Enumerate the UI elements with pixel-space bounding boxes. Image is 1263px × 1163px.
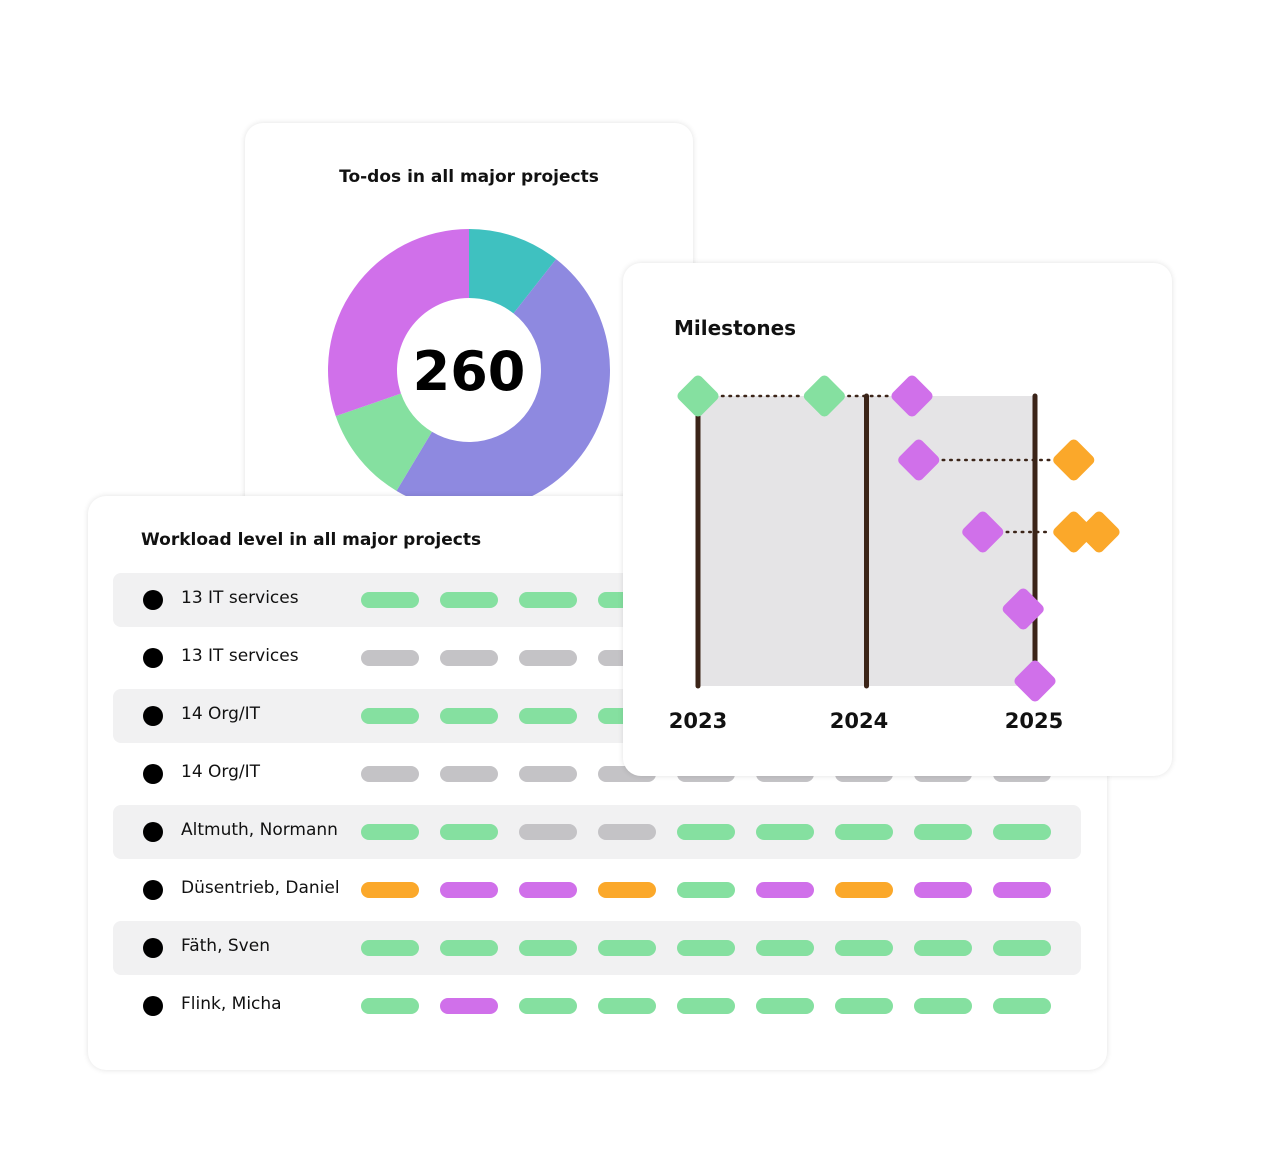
milestone-diamond[interactable] xyxy=(1001,586,1046,631)
workload-pill-green xyxy=(835,824,893,840)
milestone-diamond[interactable] xyxy=(1051,437,1096,482)
workload-pill-green xyxy=(440,708,498,724)
bullet-icon xyxy=(143,764,163,784)
milestone-diamond[interactable] xyxy=(896,437,941,482)
milestone-diamond[interactable] xyxy=(960,509,1005,554)
todos-card: To-dos in all major projects 260 xyxy=(245,123,693,523)
bullet-icon xyxy=(143,880,163,900)
workload-pill-green xyxy=(598,940,656,956)
workload-pill-purple xyxy=(440,882,498,898)
row-label: 14 Org/IT xyxy=(181,762,261,782)
workload-pill-green xyxy=(914,998,972,1014)
bullet-icon xyxy=(143,590,163,610)
donut-slice-1 xyxy=(396,259,610,511)
donut-slice-3 xyxy=(328,229,469,417)
workload-pill-orange xyxy=(598,882,656,898)
bullet-icon xyxy=(143,996,163,1016)
milestone-diamond[interactable] xyxy=(675,373,720,418)
workload-pill-green xyxy=(361,708,419,724)
todos-donut-chart: 260 xyxy=(328,229,610,511)
workload-pill-green xyxy=(519,940,577,956)
year-label-2023: 2023 xyxy=(668,709,728,733)
donut-slice-2 xyxy=(335,393,432,491)
milestone-diamond[interactable] xyxy=(1051,509,1096,554)
workload-pill-green xyxy=(361,940,419,956)
workload-pill-green xyxy=(756,998,814,1014)
workload-pill-purple xyxy=(440,998,498,1014)
workload-pill-green xyxy=(677,998,735,1014)
bullet-icon xyxy=(143,648,163,668)
workload-card: Workload level in all major projects 13 … xyxy=(88,496,1107,1070)
year-label-2025: 2025 xyxy=(1004,709,1064,733)
row-label: 13 IT services xyxy=(181,646,299,666)
workload-pill-green xyxy=(519,592,577,608)
workload-pill-gray xyxy=(440,766,498,782)
milestones-title: Milestones xyxy=(674,316,797,340)
workload-pill-purple xyxy=(519,882,577,898)
bullet-icon xyxy=(143,822,163,842)
workload-pill-green xyxy=(993,998,1051,1014)
workload-pill-green xyxy=(677,940,735,956)
workload-row[interactable]: Flink, Micha xyxy=(113,979,1081,1033)
milestone-diamond[interactable] xyxy=(1076,509,1121,554)
workload-pill-green xyxy=(914,824,972,840)
workload-pill-gray xyxy=(519,824,577,840)
todos-title: To-dos in all major projects xyxy=(339,167,599,187)
workload-pill-green xyxy=(677,824,735,840)
row-label: Düsentrieb, Daniel xyxy=(181,878,340,898)
workload-row[interactable]: Altmuth, Normann xyxy=(113,805,1081,859)
workload-row[interactable]: Fäth, Sven xyxy=(113,921,1081,975)
workload-pill-green xyxy=(519,998,577,1014)
workload-pill-green xyxy=(993,824,1051,840)
milestone-diamond[interactable] xyxy=(802,373,847,418)
row-label: 14 Org/IT xyxy=(181,704,261,724)
workload-pill-gray xyxy=(598,824,656,840)
workload-pill-green xyxy=(440,592,498,608)
milestones-timeline xyxy=(675,373,1121,703)
workload-pill-purple xyxy=(993,882,1051,898)
workload-pill-gray xyxy=(361,650,419,666)
workload-pill-orange xyxy=(835,882,893,898)
workload-pill-gray xyxy=(519,650,577,666)
workload-pill-green xyxy=(677,882,735,898)
workload-pill-green xyxy=(914,940,972,956)
workload-title: Workload level in all major projects xyxy=(141,530,482,550)
workload-pill-purple xyxy=(914,882,972,898)
bullet-icon xyxy=(143,938,163,958)
workload-pill-gray xyxy=(440,650,498,666)
milestone-diamond[interactable] xyxy=(889,373,934,418)
year-label-2024: 2024 xyxy=(829,709,889,733)
milestones-card: Milestones 2023 2024 2025 xyxy=(623,263,1172,776)
workload-pill-purple xyxy=(756,882,814,898)
row-label: Flink, Micha xyxy=(181,994,282,1014)
workload-pill-green xyxy=(598,998,656,1014)
workload-pill-gray xyxy=(519,766,577,782)
todos-total: 260 xyxy=(413,340,526,403)
workload-pill-green xyxy=(440,824,498,840)
milestone-diamond[interactable] xyxy=(1012,658,1057,703)
workload-pill-green xyxy=(756,940,814,956)
workload-pill-green xyxy=(993,940,1051,956)
workload-pill-green xyxy=(835,998,893,1014)
workload-pill-green xyxy=(756,824,814,840)
donut-slice-0 xyxy=(469,229,557,314)
row-label: Altmuth, Normann xyxy=(181,820,338,840)
workload-pill-green xyxy=(519,708,577,724)
row-label: 13 IT services xyxy=(181,588,299,608)
bullet-icon xyxy=(143,706,163,726)
row-label: Fäth, Sven xyxy=(181,936,270,956)
workload-pill-green xyxy=(361,824,419,840)
workload-pill-green xyxy=(361,998,419,1014)
workload-pill-green xyxy=(361,592,419,608)
workload-pill-gray xyxy=(361,766,419,782)
workload-pill-green xyxy=(440,940,498,956)
workload-pill-orange xyxy=(361,882,419,898)
workload-row[interactable]: Düsentrieb, Daniel xyxy=(113,863,1081,917)
workload-pill-green xyxy=(835,940,893,956)
